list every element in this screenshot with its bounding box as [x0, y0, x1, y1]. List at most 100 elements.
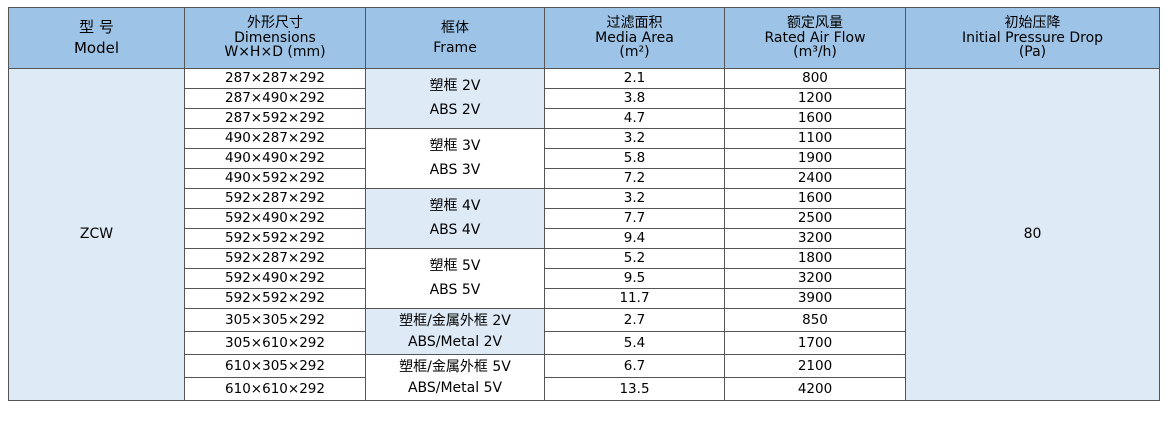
air-flow-cell: 1800: [724, 248, 906, 269]
air-flow-header-zh: 额定风量: [787, 14, 843, 31]
frame-line-zh: 塑框 5V: [429, 257, 481, 274]
pressure-header: 初始压降 Initial Pressure Drop (Pa): [905, 7, 1160, 69]
dimensions-header: 外形尺寸 Dimensions W×H×D (mm): [184, 7, 366, 69]
air-flow-cell: 1600: [724, 108, 906, 129]
air-flow-cell: 2100: [724, 354, 906, 378]
dimension-cell: 490×490×292: [184, 148, 366, 169]
media-area-header-zh: 过滤面积: [606, 14, 663, 31]
air-flow-cell: 3200: [724, 228, 906, 249]
table-row: 610×305×292 塑框/金属外框 5V ABS/Metal 5V 6.7 …: [9, 354, 1160, 401]
model-header: 型 号 Model: [8, 7, 185, 69]
frame-line-zh: 塑框/金属外框 2V: [399, 312, 511, 329]
dimension-cell: 305×305×292: [184, 308, 366, 332]
table-row: 610×610×292 13.5 4200: [9, 377, 1160, 401]
media-area-cell: 3.8: [544, 88, 725, 109]
air-flow-cell: 1700: [724, 331, 906, 355]
pressure-header-unit: (Pa): [1018, 44, 1047, 61]
media-area-cell: 6.7: [544, 354, 725, 378]
media-area-cell: 9.4: [544, 228, 725, 249]
dimension-cell: 287×287×292: [184, 68, 366, 89]
pressure-header-zh: 初始压降: [1004, 14, 1061, 31]
media-area-cell: 7.7: [544, 208, 725, 229]
frame-cell: 塑框 3V ABS 3V: [365, 128, 545, 189]
air-flow-cell: 2500: [724, 208, 906, 229]
media-area-cell: 3.2: [544, 128, 725, 149]
air-flow-cell: 1200: [724, 88, 906, 109]
dimension-cell: 592×287×292: [184, 188, 366, 209]
table-row: 305×610×292 5.4 1700: [9, 331, 1160, 355]
dimension-cell: 592×490×292: [184, 268, 366, 289]
frame-header-zh: 框体: [441, 20, 469, 36]
dimensions-header-en: Dimensions: [234, 29, 316, 46]
air-flow-cell: 1600: [724, 188, 906, 209]
frame-line-zh: 塑框/金属外框 5V: [399, 358, 511, 375]
air-flow-header: 额定风量 Rated Air Flow (m³/h): [724, 7, 906, 69]
dimension-cell: 287×490×292: [184, 88, 366, 109]
table-row: 287×490×292 3.8 1200: [9, 88, 1160, 109]
dimensions-header-zh: 外形尺寸: [247, 14, 303, 31]
air-flow-cell: 3900: [724, 288, 906, 309]
media-area-cell: 11.7: [544, 288, 725, 309]
media-area-cell: 5.4: [544, 331, 725, 355]
media-area-cell: 4.7: [544, 108, 725, 129]
spec-table-container: 型 号 Model 外形尺寸 Dimensions W×H×D (mm) 框体 …: [8, 7, 1160, 401]
dimension-cell: 490×592×292: [184, 168, 366, 189]
table-row: 490×287×292 塑框 3V ABS 3V 3.2 1100: [9, 128, 1160, 189]
air-flow-header-en: Rated Air Flow: [764, 29, 866, 46]
frame-line-zh: 塑框 2V: [429, 77, 481, 94]
table-row: 592×490×292 9.5 3200: [9, 268, 1160, 289]
frame-cell: 塑框 5V ABS 5V: [365, 248, 545, 309]
dimension-cell: 610×610×292: [184, 377, 366, 401]
table-row: ZCW 287×287×292 塑框 2V ABS 2V 2.1 800 80: [8, 68, 1160, 401]
dimension-cell: 592×287×292: [184, 248, 366, 269]
media-area-cell: 5.8: [544, 148, 725, 169]
media-area-cell: 9.5: [544, 268, 725, 289]
frame-header-en: Frame: [433, 40, 477, 57]
frame-line-en: ABS/Metal 2V: [407, 333, 503, 350]
air-flow-cell: 4200: [724, 377, 906, 401]
filter-spec-table: 型 号 Model 外形尺寸 Dimensions W×H×D (mm) 框体 …: [8, 7, 1160, 401]
media-area-header: 过滤面积 Media Area (m²): [544, 7, 725, 69]
media-area-cell: 7.2: [544, 168, 725, 189]
pressure-cell: 80: [905, 68, 1160, 401]
dimension-cell: 592×490×292: [184, 208, 366, 229]
dimension-cell: 610×305×292: [184, 354, 366, 378]
dimension-cell: 305×610×292: [184, 331, 366, 355]
frame-header: 框体 Frame: [365, 7, 545, 69]
frame-cell: 塑框 2V ABS 2V: [365, 68, 545, 129]
dimension-cell: 490×287×292: [184, 128, 366, 149]
header-row: 型 号 Model 外形尺寸 Dimensions W×H×D (mm) 框体 …: [8, 7, 1160, 69]
air-flow-cell: 1900: [724, 148, 906, 169]
frame-line-en: ABS 2V: [429, 101, 481, 118]
frame-line-zh: 塑框 4V: [429, 197, 481, 214]
media-area-cell: 3.2: [544, 188, 725, 209]
frame-line-en: ABS/Metal 5V: [407, 379, 503, 396]
media-area-cell: 2.1: [544, 68, 725, 89]
air-flow-cell: 2400: [724, 168, 906, 189]
air-flow-cell: 850: [724, 308, 906, 332]
air-flow-cell: 3200: [724, 268, 906, 289]
model-cell: ZCW: [8, 68, 185, 401]
table-row: 490×592×292 7.2 2400: [9, 168, 1160, 189]
dimension-cell: 287×592×292: [184, 108, 366, 129]
media-area-header-unit: (m²): [619, 44, 650, 61]
media-area-header-en: Media Area: [595, 29, 674, 46]
frame-line-zh: 塑框 3V: [429, 137, 481, 154]
table-row: 592×287×292 塑框 4V ABS 4V 3.2 1600: [9, 188, 1160, 249]
table-row: 592×592×292 9.4 3200: [9, 228, 1160, 249]
air-flow-cell: 1100: [724, 128, 906, 149]
media-area-cell: 13.5: [544, 377, 725, 401]
frame-cell: 塑框/金属外框 5V ABS/Metal 5V: [365, 354, 545, 401]
table-row: 592×287×292 塑框 5V ABS 5V 5.2 1800: [9, 248, 1160, 309]
frame-line-en: ABS 5V: [429, 281, 481, 298]
air-flow-header-unit: (m³/h): [793, 44, 837, 61]
dimension-cell: 592×592×292: [184, 228, 366, 249]
dimensions-header-sub: W×H×D (mm): [224, 44, 326, 61]
model-header-en: Model: [73, 39, 120, 57]
pressure-header-en: Initial Pressure Drop: [961, 29, 1104, 46]
model-header-zh: 型 号: [79, 18, 114, 36]
frame-line-en: ABS 3V: [429, 161, 481, 178]
frame-line-en: ABS 4V: [429, 221, 481, 238]
media-area-cell: 5.2: [544, 248, 725, 269]
frame-cell: 塑框/金属外框 2V ABS/Metal 2V: [365, 308, 545, 355]
